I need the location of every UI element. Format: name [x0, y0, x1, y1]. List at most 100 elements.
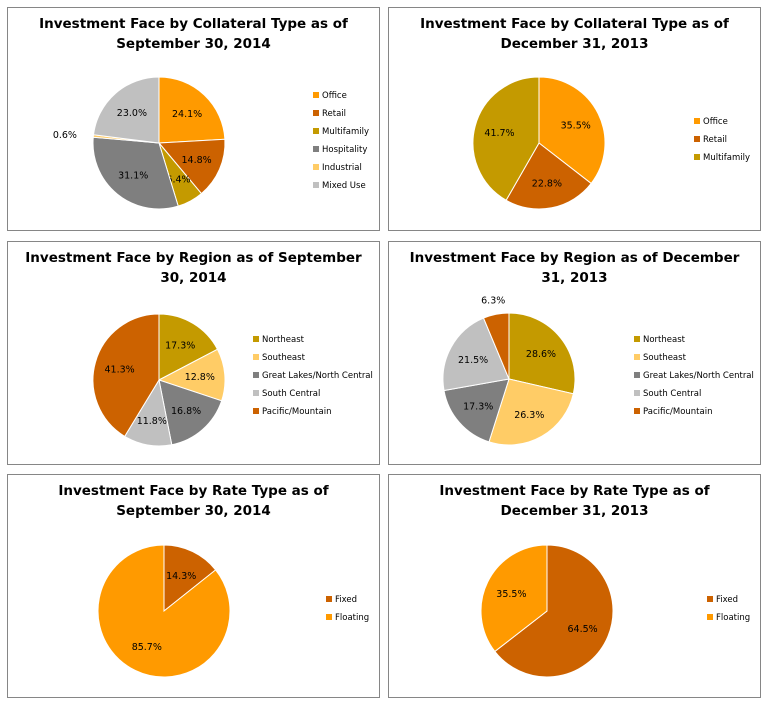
- data-label-fixed: 64.5%: [568, 624, 598, 635]
- legend-swatch-great-lakes-north-central: [253, 372, 259, 378]
- data-label-office: 35.5%: [561, 121, 591, 132]
- chart-title-line-1: Investment Face by Collateral Type as of: [420, 16, 729, 32]
- pie-slice-southeast: [488, 378, 574, 446]
- chart-title-line-1: Investment Face by Region as of Septembe…: [25, 250, 362, 266]
- chart-title-line-1: Investment Face by Region as of December: [409, 250, 740, 266]
- data-label-southeast: 12.8%: [185, 372, 215, 383]
- legend-label-southeast: Southeast: [262, 353, 306, 363]
- legend-label-south-central: South Central: [262, 389, 320, 399]
- legend-swatch-fixed: [707, 596, 713, 602]
- chart-title-line-1: Investment Face by Rate Type as of: [58, 483, 329, 499]
- legend-label-office: Office: [703, 117, 728, 127]
- pie-slice-great-lakes-north-central: [443, 378, 510, 443]
- pie-chart-region-2013: 28.6% 26.3% 17.3% 21.5% 6.3% Northeast Southea…: [442, 296, 754, 446]
- legend-swatch-pacific-mountain: [634, 408, 640, 414]
- chart-title: Investment Face by Collateral Type as of…: [8, 14, 379, 54]
- pie-slice-floating: [97, 544, 231, 678]
- pie-slice-pacific-mountain: [92, 313, 160, 438]
- legend-label-fixed: Fixed: [716, 595, 738, 605]
- chart-title: Investment Face by Rate Type as of Decem…: [389, 481, 760, 521]
- legend-label-northeast: Northeast: [262, 335, 305, 345]
- chart-title-line-2: September 30, 2014: [116, 503, 271, 519]
- pie-slice-pacific-mountain: [482, 312, 510, 380]
- legend-swatch-south-central: [634, 390, 640, 396]
- legend-label-mixed-use: Mixed Use: [322, 181, 366, 191]
- pie-slice-mixed-use: [92, 76, 160, 144]
- legend-swatch-northeast: [634, 336, 640, 342]
- data-label-northeast: 28.6%: [526, 349, 556, 360]
- pie-chart-collateral-2014: 24.1% 14.8% 6.4% 31.1% 0.6% 23.0% Office Retail…: [53, 76, 369, 210]
- pie-slice-office: [158, 76, 226, 144]
- legend-label-retail: Retail: [322, 109, 346, 119]
- data-label-industrial: 0.6%: [53, 130, 77, 141]
- legend-swatch-floating: [326, 614, 332, 620]
- legend-swatch-retail: [313, 110, 319, 116]
- legend-swatch-northeast: [253, 336, 259, 342]
- legend-label-hospitality: Hospitality: [322, 145, 367, 155]
- pie-slice-fixed: [494, 544, 614, 678]
- pie-chart-rate-2013: 64.5% 35.5% Fixed Floating: [480, 544, 750, 678]
- chart-title-line-2: December 31, 2013: [500, 36, 649, 52]
- legend-label-great-lakes-north-central: Great Lakes/North Central: [262, 371, 373, 381]
- chart-title-line-2: 30, 2014: [160, 270, 227, 286]
- pie-slice-northeast: [158, 313, 219, 381]
- pie-chart-collateral-2013: 35.5% 22.8% 41.7% Office Retail Multifamily: [472, 76, 750, 210]
- chart-title-line-2: 31, 2013: [541, 270, 608, 286]
- legend-label-industrial: Industrial: [322, 163, 362, 173]
- data-label-pacific-mountain: 6.3%: [481, 296, 505, 307]
- legend-label-fixed: Fixed: [335, 595, 357, 605]
- legend-label-pacific-mountain: Pacific/Mountain: [643, 407, 712, 417]
- legend-swatch-pacific-mountain: [253, 408, 259, 414]
- data-label-retail: 14.8%: [182, 155, 212, 166]
- legend-label-multifamily: Multifamily: [703, 153, 750, 163]
- legend-swatch-office: [313, 92, 319, 98]
- data-label-great-lakes-north-central: 17.3%: [463, 402, 493, 413]
- chart-title: Investment Face by Collateral Type as of…: [389, 14, 760, 54]
- legend-label-multifamily: Multifamily: [322, 127, 369, 137]
- chart-panel-collateral-2014: 24.1% 14.8% 6.4% 31.1% 0.6% 23.0% Office Retail…: [7, 7, 380, 231]
- legend-label-retail: Retail: [703, 135, 727, 145]
- legend-swatch-south-central: [253, 390, 259, 396]
- legend-label-south-central: South Central: [643, 389, 701, 399]
- pie-slice-office: [538, 76, 606, 185]
- data-label-office: 24.1%: [172, 109, 202, 120]
- data-label-south-central: 11.8%: [137, 416, 167, 427]
- chart-panel-region-2013: 28.6% 26.3% 17.3% 21.5% 6.3% Northeast Southea…: [388, 241, 761, 465]
- data-label-floating: 35.5%: [496, 589, 526, 600]
- chart-panel-region-2014: 17.3% 12.8% 16.8% 11.8% 41.3% Northeast Southe…: [7, 241, 380, 465]
- chart-title-line-1: Investment Face by Collateral Type as of: [39, 16, 348, 32]
- data-label-southeast: 26.3%: [514, 410, 544, 421]
- legend-swatch-floating: [707, 614, 713, 620]
- pie-slice-fixed: [163, 544, 217, 613]
- data-label-floating: 85.7%: [132, 642, 162, 653]
- chart-title-line-2: December 31, 2013: [500, 503, 649, 519]
- data-label-multifamily: 41.7%: [484, 128, 514, 139]
- legend-swatch-hospitality: [313, 146, 319, 152]
- chart-panel-rate-2014: 14.3% 85.7% Fixed Floating Investment Face …: [7, 474, 380, 698]
- data-label-pacific-mountain: 41.3%: [105, 365, 135, 376]
- legend-swatch-multifamily: [313, 128, 319, 134]
- data-label-south-central: 21.5%: [458, 355, 488, 366]
- pie-chart-rate-2014: 14.3% 85.7% Fixed Floating: [97, 544, 369, 678]
- data-label-retail: 22.8%: [532, 179, 562, 190]
- legend-swatch-retail: [694, 136, 700, 142]
- legend-label-great-lakes-north-central: Great Lakes/North Central: [643, 371, 754, 381]
- data-label-northeast: 17.3%: [165, 341, 195, 352]
- legend-label-southeast: Southeast: [643, 353, 687, 363]
- legend-swatch-multifamily: [694, 154, 700, 160]
- legend-swatch-office: [694, 118, 700, 124]
- data-label-fixed: 14.3%: [166, 571, 196, 582]
- data-label-hospitality: 31.1%: [118, 170, 148, 181]
- chart-panel-collateral-2013: 35.5% 22.8% 41.7% Office Retail Multifamily I…: [388, 7, 761, 231]
- pie-slice-south-central: [442, 317, 510, 392]
- chart-title: Investment Face by Region as of December…: [389, 248, 760, 288]
- legend-swatch-southeast: [253, 354, 259, 360]
- pie-slice-great-lakes-north-central: [158, 379, 223, 446]
- legend-label-office: Office: [322, 91, 347, 101]
- chart-title-line-2: September 30, 2014: [116, 36, 271, 52]
- legend-label-floating: Floating: [335, 613, 369, 623]
- chart-title-line-1: Investment Face by Rate Type as of: [439, 483, 710, 499]
- pie-slice-retail: [505, 142, 592, 210]
- legend-label-northeast: Northeast: [643, 335, 686, 345]
- pie-slice-hospitality: [92, 136, 179, 210]
